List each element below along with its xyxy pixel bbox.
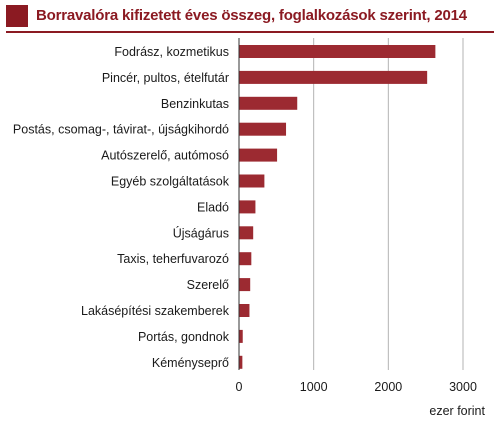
category-label-2: Benzinkutas	[161, 97, 229, 111]
category-label-11: Portás, gondnok	[138, 330, 230, 344]
category-label-8: Taxis, teherfuvarozó	[117, 252, 229, 266]
chart-title: Borravalóra kifizetett éves összeg, fogl…	[36, 7, 467, 24]
category-label-1: Pincér, pultos, ételfutár	[102, 71, 229, 85]
x-tick-label-3: 3000	[449, 380, 477, 394]
bar-1	[239, 70, 428, 84]
bar-2	[239, 96, 298, 110]
bar-0	[239, 45, 436, 58]
title-row: Borravalóra kifizetett éves összeg, fogl…	[6, 3, 494, 29]
bar-12	[239, 355, 243, 369]
bar-10	[239, 304, 250, 317]
bar-7	[239, 226, 254, 240]
category-label-12: Kéményseprő	[152, 356, 229, 370]
x-tick-label-1: 1000	[300, 380, 328, 394]
bar-8	[239, 252, 252, 266]
category-label-0: Fodrász, kozmetikus	[114, 45, 229, 59]
x-tick-label-2: 2000	[374, 380, 402, 394]
bar-3	[239, 122, 287, 136]
bar-5	[239, 174, 265, 188]
category-label-9: Szerelő	[187, 278, 229, 292]
category-label-10: Lakásépítési szakemberek	[81, 304, 230, 318]
category-label-5: Egyéb szolgáltatások	[111, 175, 230, 189]
category-label-4: Autószerelő, autómosó	[101, 149, 229, 163]
title-marker	[6, 5, 28, 27]
category-label-6: Eladó	[197, 200, 229, 214]
bar-6	[239, 200, 256, 214]
x-tick-label-0: 0	[236, 380, 243, 394]
category-label-3: Postás, csomag-, távirat-, újságkihordó	[13, 123, 229, 137]
bar-4	[239, 148, 278, 162]
x-axis-label: ezer forint	[429, 404, 485, 418]
title-divider	[6, 31, 494, 33]
bar-11	[239, 329, 243, 343]
bar-9	[239, 278, 251, 292]
category-label-7: Újságárus	[173, 225, 229, 240]
